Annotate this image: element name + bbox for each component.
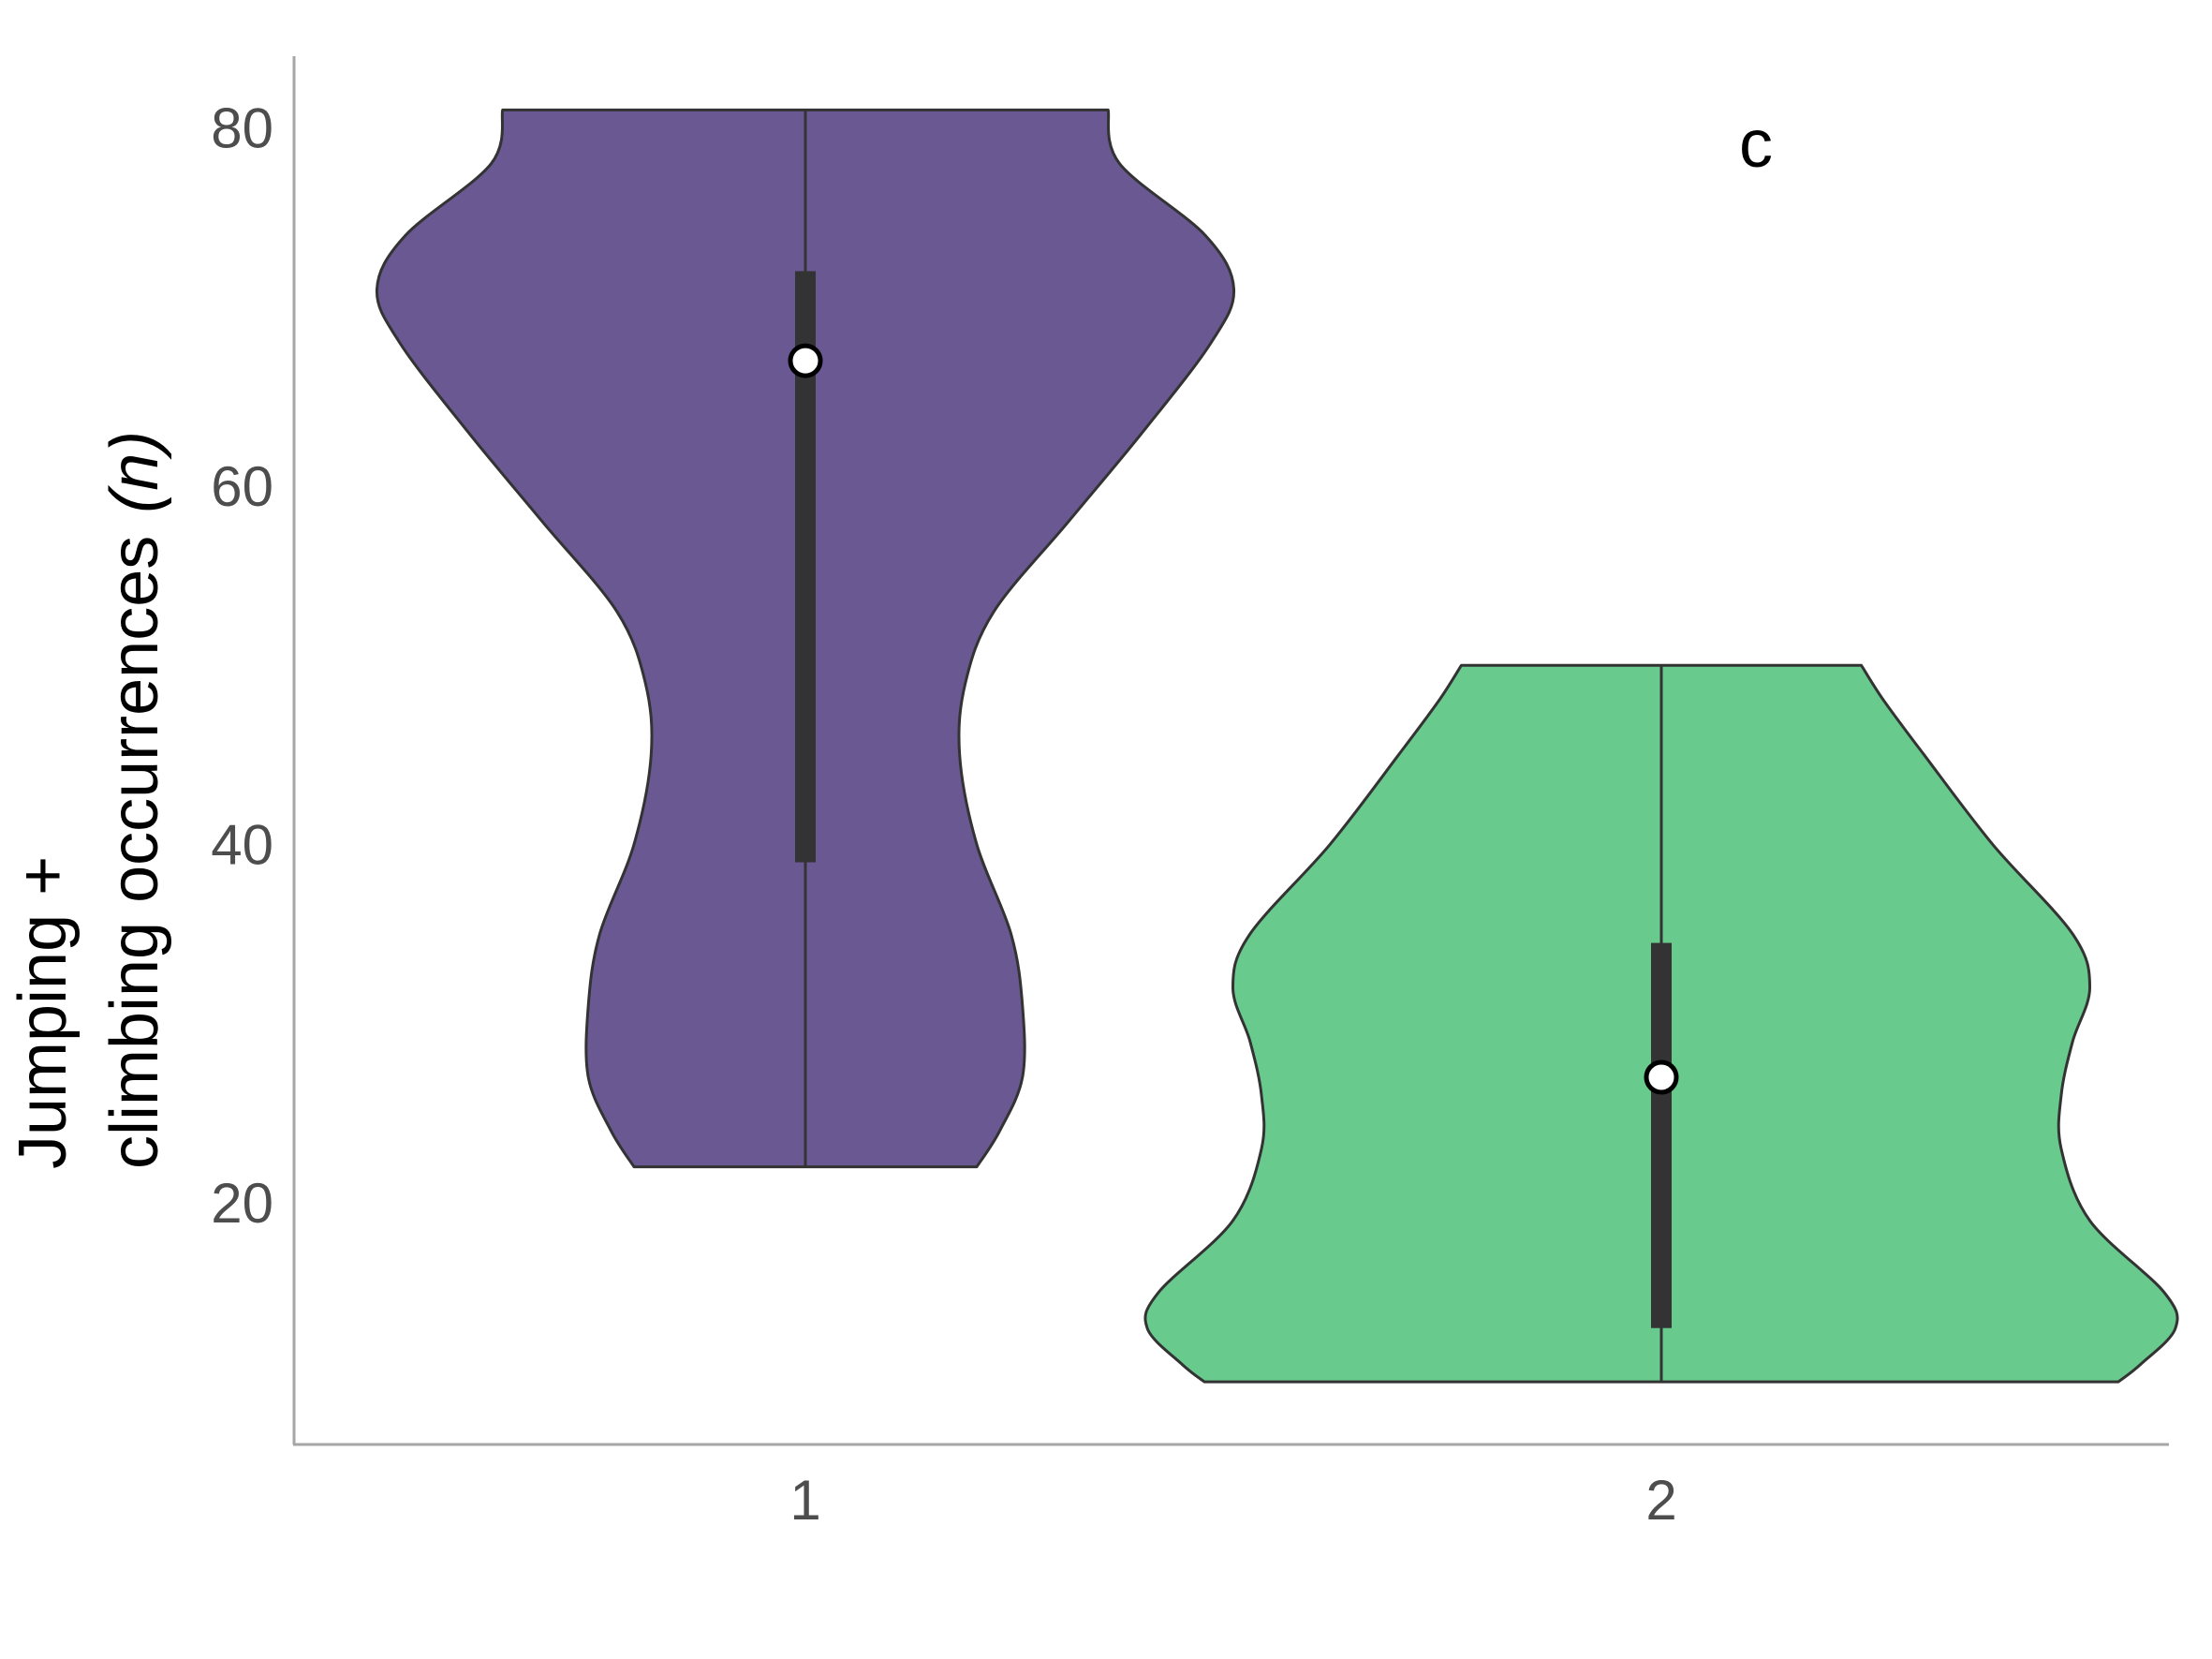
- y-axis-title-italic: (n): [97, 431, 172, 513]
- violin-median-point: [788, 343, 823, 378]
- y-tick-label: 60: [211, 455, 273, 518]
- y-axis-title-main: climbing occurrences: [97, 536, 172, 1169]
- y-axis-title-line1: Jumping +: [6, 856, 81, 1169]
- violin-median-point: [1644, 1059, 1679, 1095]
- y-tick-label: 40: [211, 813, 273, 876]
- y-axis-ticks: 20 40 60 80: [211, 96, 273, 1234]
- y-tick-label: 20: [211, 1172, 273, 1235]
- y-axis-title: Jumping + climbing occurrences (n): [6, 431, 172, 1169]
- violins-layer: [375, 108, 2179, 1384]
- violin-iqr-bar: [1651, 942, 1672, 1328]
- x-tick-label: 2: [1645, 1469, 1676, 1532]
- violin-iqr-bar: [795, 271, 816, 863]
- x-tick-label: 1: [789, 1469, 820, 1532]
- panel-label: c: [1739, 107, 1773, 182]
- y-tick-label: 80: [211, 96, 273, 159]
- y-axis-title-line2: climbing occurrences (n): [97, 431, 172, 1169]
